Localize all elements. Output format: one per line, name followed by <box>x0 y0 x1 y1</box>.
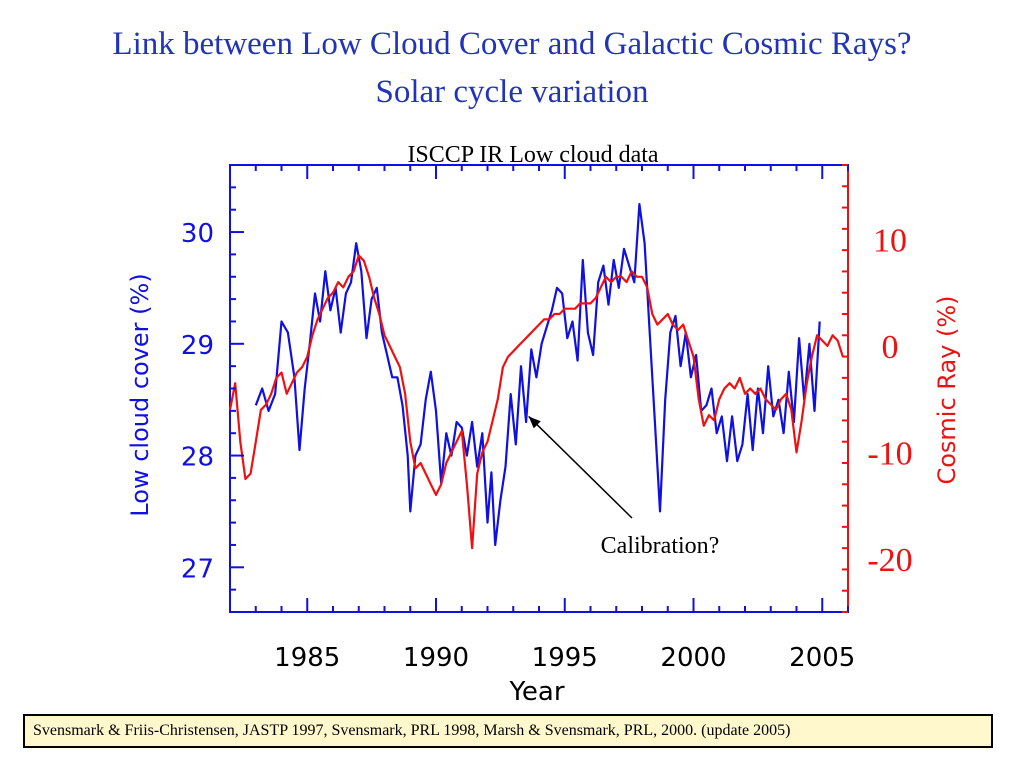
y-tick-label-right: 10 <box>873 223 907 260</box>
y-tick-label-left: 29 <box>181 331 214 361</box>
plot-frame <box>229 164 849 613</box>
y-tick-label-left: 27 <box>181 554 214 584</box>
annotation-arrow <box>528 415 633 519</box>
y-tick-label-right: -10 <box>867 435 912 472</box>
x-tick-label: 1985 <box>274 643 340 673</box>
y-axis-label-right: Cosmic Ray (%) <box>933 295 961 484</box>
citation-box: Svensmark & Friis-Christensen, JASTP 199… <box>23 714 993 748</box>
low-cloud-series-line <box>254 203 821 547</box>
chart: ISCCP IR Low cloud data 1985 1990 1995 2000… <box>126 142 961 707</box>
calibration-annotation: Calibration? <box>601 533 720 559</box>
x-tick-label: 2000 <box>660 643 726 673</box>
x-axis-label: Year <box>508 677 564 707</box>
chart-title: ISCCP IR Low cloud data <box>407 142 658 168</box>
x-tick-label: 2005 <box>789 643 855 673</box>
page-title: Link between Low Cloud Cover and Galacti… <box>112 26 912 62</box>
y-tick-label-right: -20 <box>867 542 912 579</box>
y-tick-label-right: 0 <box>882 329 899 366</box>
x-tick-label: 1990 <box>403 643 469 673</box>
cosmic-ray-series-line <box>228 254 844 550</box>
annotation-arrowhead <box>528 416 541 429</box>
y-tick-label-left: 28 <box>181 443 214 473</box>
y-tick-label-left: 30 <box>181 219 214 249</box>
page-subtitle: Solar cycle variation <box>375 74 649 110</box>
x-tick-label: 1995 <box>532 643 598 673</box>
y-axis-label-left: Low cloud cover (%) <box>126 273 154 516</box>
